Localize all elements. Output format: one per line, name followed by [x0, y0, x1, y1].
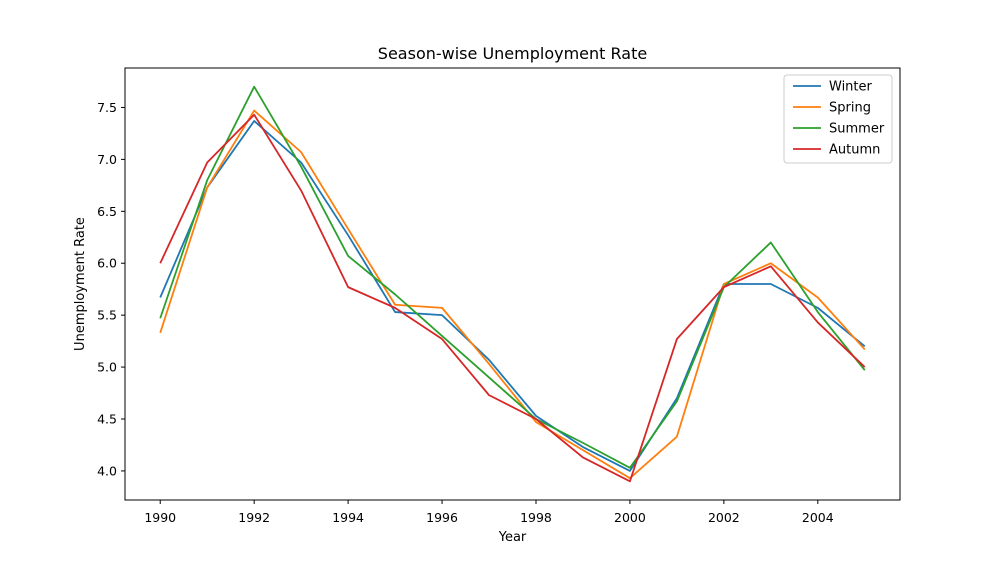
series-line-spring: [159, 109, 866, 480]
series-line-winter: [159, 120, 866, 472]
x-axis-label: Year: [498, 530, 527, 545]
y-tick-label: 4.0: [97, 463, 117, 478]
y-tick-label: 7.0: [97, 152, 117, 167]
legend: Winter Spring Summer Autumn: [783, 74, 893, 164]
y-tick-label: 6.5: [97, 204, 117, 219]
series-line-summer: [159, 85, 866, 469]
series-line-autumn: [159, 113, 866, 483]
legend-label-spring: Spring: [829, 101, 871, 116]
legend-box: [783, 74, 893, 164]
x-tick-label: 1994: [332, 510, 364, 525]
legend-label-winter: Winter: [829, 80, 873, 95]
y-tick-label: 4.5: [97, 412, 117, 427]
y-tick-label: 6.0: [97, 256, 117, 271]
chart-title: Season-wise Unemployment Rate: [378, 44, 647, 63]
x-tick-label: 2000: [614, 510, 646, 525]
x-tick-label: 2004: [802, 510, 834, 525]
plot-area-frame: [124, 67, 901, 501]
y-axis-label: Unemployment Rate: [73, 217, 88, 351]
x-tick-label: 1990: [144, 510, 176, 525]
legend-label-autumn: Autumn: [829, 143, 880, 158]
x-axis: 1990 1992 1994 1996 1998 2000 2002 2004: [144, 500, 834, 525]
x-tick-label: 1992: [238, 510, 270, 525]
y-tick-label: 5.0: [97, 360, 117, 375]
y-tick-label: 5.5: [97, 308, 117, 323]
x-tick-label: 1998: [520, 510, 552, 525]
x-tick-label: 1996: [426, 510, 458, 525]
x-tick-label: 2002: [708, 510, 740, 525]
series-lines: [159, 85, 866, 483]
legend-label-summer: Summer: [829, 122, 885, 137]
y-tick-label: 7.5: [97, 100, 117, 115]
y-axis: 4.0 4.5 5.0 5.5 6.0 6.5 7.0 7.5: [97, 100, 125, 478]
